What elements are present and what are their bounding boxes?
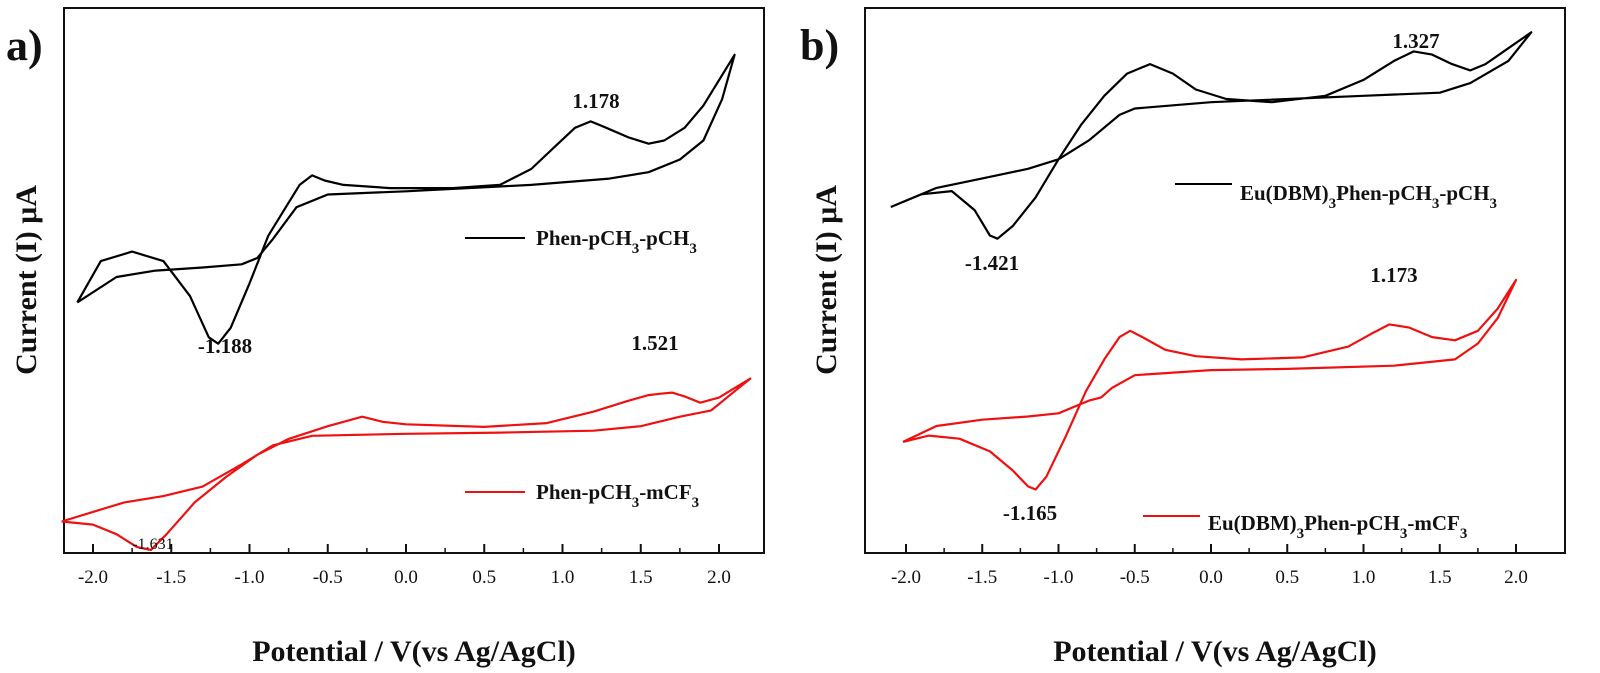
series-line-1 xyxy=(76,53,736,345)
panel-b-peak-label-1173: 1.173 xyxy=(1370,263,1417,287)
panel-a-series-lines xyxy=(61,53,752,552)
x-tick-label: 1.0 xyxy=(551,567,575,588)
x-tick-label: 2.0 xyxy=(707,567,731,588)
x-tick-label: 0.5 xyxy=(472,567,496,588)
x-tick-label: -2.0 xyxy=(891,567,921,588)
x-tick-label: 0.5 xyxy=(1275,567,1299,588)
panel-a-peak-label-1178: 1.178 xyxy=(572,89,619,113)
series-line-1 xyxy=(890,31,1533,240)
panel-b-peak-label-1327: 1.327 xyxy=(1392,29,1439,53)
x-tick-label: -0.5 xyxy=(1120,567,1150,588)
x-tick-label: -1.0 xyxy=(1043,567,1073,588)
panel-a-peak-label-1521: 1.521 xyxy=(631,331,678,355)
panel-a-plot-frame xyxy=(63,7,765,554)
x-tick-label: -1.5 xyxy=(967,567,997,588)
x-tick-label: 0.0 xyxy=(394,567,418,588)
panel-a-chart: a) -2.0 -1.5 -1.0 -0.5 0.0 0.5 1.0 1.5 2.0 Poten… xyxy=(6,7,765,668)
panel-a-x-axis-label: Potential / V(vs Ag/AgCl) xyxy=(252,635,576,668)
x-tick-label: -2.0 xyxy=(78,567,108,588)
panel-b-x-axis-label: Potential / V(vs Ag/AgCl) xyxy=(1053,635,1377,668)
panel-b-y-axis-label: Current (I) μA xyxy=(810,185,843,375)
x-tick-label: 1.0 xyxy=(1352,567,1376,588)
x-tick-label: 1.5 xyxy=(629,567,653,588)
panel-b-chart: b) -2.0 -1.5 -1.0 -0.5 0.0 0.5 1.0 1.5 2.0 Poten… xyxy=(800,7,1566,668)
panel-b-letter: b) xyxy=(800,21,839,70)
x-tick-label: -0.5 xyxy=(313,567,343,588)
panel-b-series-lines xyxy=(890,31,1533,491)
panel-a-legend-label-2: Phen-pCH3-mCF3 xyxy=(536,480,699,511)
panel-a-x-ticks: -2.0 -1.5 -1.0 -0.5 0.0 0.5 1.0 1.5 2.0 xyxy=(78,544,731,588)
panel-a-letter: a) xyxy=(6,21,43,70)
x-tick-label: 1.5 xyxy=(1428,567,1452,588)
x-tick-label: 0.0 xyxy=(1199,567,1223,588)
panel-b-x-ticks: -2.0 -1.5 -1.0 -0.5 0.0 0.5 1.0 1.5 2.0 xyxy=(891,544,1528,588)
panel-b-peak-label-neg1421: -1.421 xyxy=(965,251,1019,275)
panel-b-peak-label-neg1165: -1.165 xyxy=(1003,501,1057,525)
x-tick-label: -1.0 xyxy=(234,567,264,588)
series-line-2 xyxy=(61,377,752,552)
x-tick-label: 2.0 xyxy=(1504,567,1528,588)
x-tick-label: -1.5 xyxy=(156,567,186,588)
series-line-2 xyxy=(902,278,1518,491)
panel-b-plot-frame xyxy=(864,7,1566,554)
panel-b-legend-label-1: Eu(DBM)3Phen-pCH3-pCH3 xyxy=(1240,181,1497,212)
panel-a-peak-label-neg1188: -1.188 xyxy=(198,334,252,358)
panel-b-legend-label-2: Eu(DBM)3Phen-pCH3-mCF3 xyxy=(1208,511,1467,542)
panel-a-peak-label-neg1631: -1.631 xyxy=(132,536,173,553)
panel-a-y-axis-label: Current (I) μA xyxy=(10,185,43,375)
panel-a-legend-label-1: Phen-pCH3-pCH3 xyxy=(536,226,697,257)
